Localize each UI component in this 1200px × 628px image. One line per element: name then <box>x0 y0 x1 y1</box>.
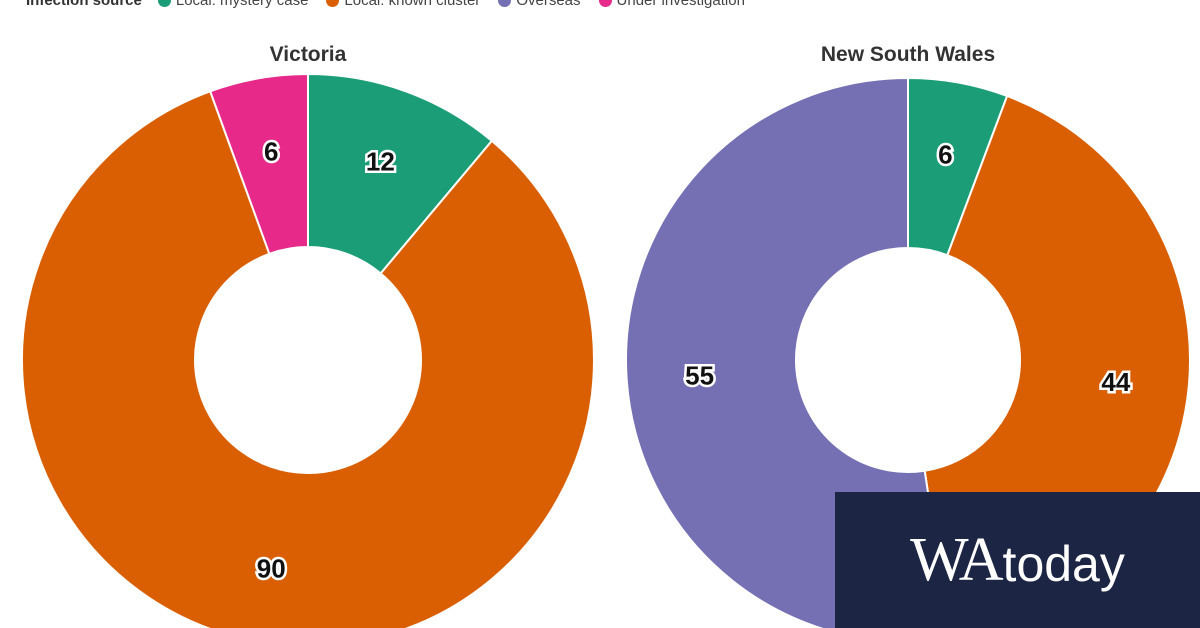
slice-under-investigation <box>208 72 309 256</box>
legend-label: Overseas <box>516 0 581 9</box>
legend-swatch <box>157 0 171 7</box>
legend-swatch <box>598 0 612 7</box>
chart-title: New South Wales <box>821 43 995 66</box>
legend-label: Under investigation <box>616 0 745 9</box>
wa-today-logo: WA today <box>835 492 1200 628</box>
legend-entry-overseas: Overseas <box>498 0 581 9</box>
data-label-local-mystery-case: 6 <box>938 139 952 169</box>
data-label-local-known-cluster: 44 <box>1101 367 1130 397</box>
legend-entry-known-cluster: Local: known cluster <box>326 0 480 9</box>
donut-chart-victoria: Victoria 12 90 6 <box>21 43 595 628</box>
legend-entry-mystery-case: Local: mystery case <box>157 0 309 9</box>
legend-label: Local: mystery case <box>175 0 309 9</box>
legend-entry-under-investigation: Under investigation <box>598 0 745 9</box>
chart-title: Victoria <box>270 43 347 66</box>
logo-wa-text: WA <box>910 526 1003 594</box>
legend-label: Local: known cluster <box>344 0 481 9</box>
data-label-overseas: 55 <box>685 361 714 391</box>
legend-swatch <box>498 0 512 7</box>
data-label-under-investigation: 6 <box>264 137 278 167</box>
legend-title: Infection source <box>26 0 142 9</box>
legend-swatch <box>326 0 340 7</box>
data-label-local-known-cluster: 90 <box>257 553 286 583</box>
slice-local-known-cluster <box>21 89 595 628</box>
data-label-local-mystery-case: 12 <box>366 146 395 176</box>
chart-legend: Infection source Local: mystery case Loc… <box>26 0 753 12</box>
logo-today-text: today <box>1002 536 1125 592</box>
slice-overseas <box>624 76 950 628</box>
slice-local-mystery-case <box>307 72 494 275</box>
